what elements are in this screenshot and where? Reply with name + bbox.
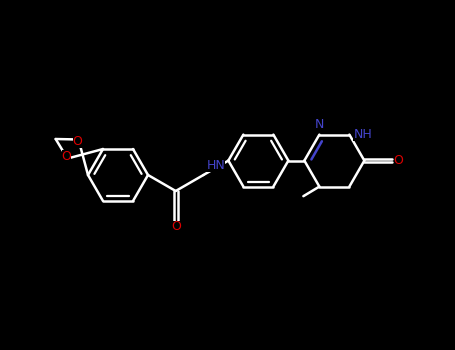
Text: O: O	[72, 135, 82, 148]
Text: NH: NH	[354, 128, 372, 141]
Text: HN: HN	[207, 159, 225, 172]
Text: O: O	[394, 154, 404, 167]
Text: O: O	[61, 150, 71, 163]
Text: N: N	[315, 118, 324, 131]
Text: O: O	[171, 220, 181, 233]
